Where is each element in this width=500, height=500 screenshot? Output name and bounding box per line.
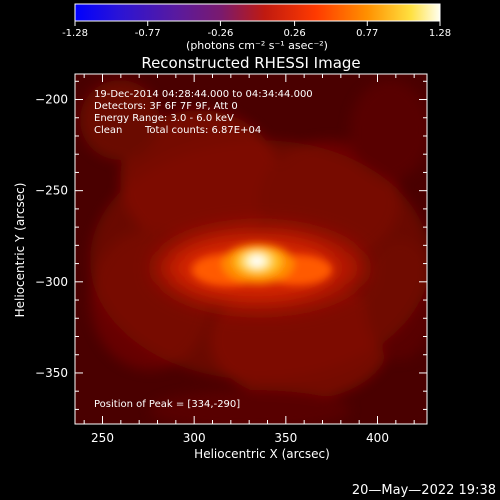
- y-tick-label: −250: [35, 184, 68, 198]
- x-tick-label: 350: [274, 431, 297, 445]
- plot-frame: [74, 73, 428, 425]
- annotation-energy-range: Energy Range: 3.0 - 6.0 keV: [94, 113, 234, 124]
- y-tick-label: −300: [35, 275, 68, 289]
- y-axis-label: Heliocentric Y (arcsec): [13, 183, 27, 318]
- info-annotations: 19-Dec-2014 04:28:44.000 to 04:34:44.000…: [94, 89, 313, 410]
- colorbar-tick-label: -0.26: [207, 28, 233, 39]
- y-tick-label: −200: [35, 93, 68, 107]
- chart-title: Reconstructed RHESSI Image: [141, 54, 360, 72]
- annotation-peak-position: Position of Peak = [334,-290]: [94, 399, 240, 410]
- annotation-detectors: Detectors: 3F 6F 7F 9F, Att 0: [94, 101, 238, 112]
- colorbar-ticks: -1.28 -0.77 -0.26 0.26 0.77 1.28: [62, 21, 451, 39]
- y-tick-label: −350: [35, 366, 68, 380]
- colorbar-gradient: [74, 3, 441, 22]
- footer-timestamp: 20—May—2022 19:38: [352, 483, 496, 498]
- colorbar-units-label: (photons cm⁻² s⁻¹ asec⁻²): [186, 39, 328, 52]
- colorbar-tick-label: 0.26: [283, 28, 305, 39]
- colorbar: -1.28 -0.77 -0.26 0.26 0.77 1.28 (photons cm⁻…: [62, 3, 451, 52]
- colorbar-tick-label: 0.77: [356, 28, 378, 39]
- annotation-method: Clean: [94, 125, 122, 136]
- annotation-total-counts: Total counts: 6.87E+04: [144, 125, 261, 136]
- annotation-time-range: 19-Dec-2014 04:28:44.000 to 04:34:44.000: [94, 89, 313, 100]
- y-axis-ticks: −200 −250 −300 −350: [35, 80, 427, 410]
- colorbar-tick-label: 1.28: [429, 28, 451, 39]
- heatmap-image: [75, 74, 427, 424]
- x-tick-label: 300: [183, 431, 206, 445]
- x-axis-ticks: 250 300 350 400: [83, 74, 415, 445]
- x-tick-label: 250: [91, 431, 114, 445]
- x-axis-label: Heliocentric X (arcsec): [194, 447, 330, 461]
- colorbar-tick-label: -0.77: [135, 28, 161, 39]
- colorbar-tick-label: -1.28: [62, 28, 88, 39]
- x-tick-label: 400: [366, 431, 389, 445]
